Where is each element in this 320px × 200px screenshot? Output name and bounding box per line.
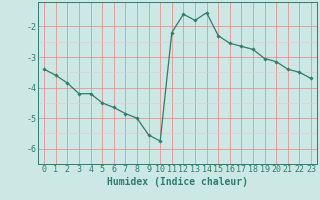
X-axis label: Humidex (Indice chaleur): Humidex (Indice chaleur) [107,177,248,187]
